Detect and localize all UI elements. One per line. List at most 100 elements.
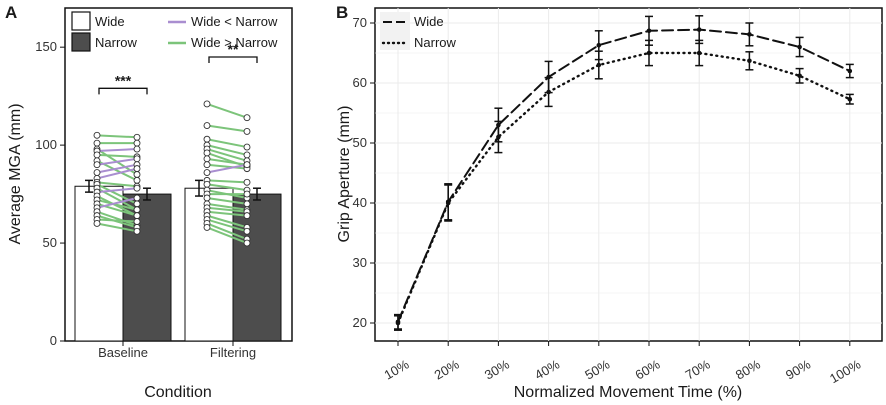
participant-point-narrow	[133, 155, 141, 163]
participant-line	[96, 148, 138, 152]
y-tick-label: 50	[353, 135, 367, 150]
participant-line	[206, 138, 248, 149]
participant-point-narrow	[133, 184, 141, 192]
data-point-narrow	[646, 50, 652, 56]
participant-point-narrow	[133, 218, 141, 225]
participant-line	[96, 197, 138, 209]
legend-wide-greater-narrow-label: Wide > Narrow	[191, 35, 278, 50]
participant-point-narrow	[243, 127, 251, 135]
bar-narrow	[122, 193, 172, 342]
participant-line	[96, 210, 138, 227]
legend-wide-swatch	[71, 11, 91, 31]
x-tick-label: 60%	[632, 356, 662, 382]
data-point-wide	[797, 44, 802, 50]
significance-label: ***	[115, 72, 132, 88]
participant-point-narrow	[133, 171, 141, 178]
participant-point-wide	[93, 161, 101, 169]
participant-point-wide	[203, 100, 211, 108]
participant-line	[206, 197, 248, 205]
participant-point-wide	[93, 220, 101, 227]
panel-a-y-axis-title: Average MGA (mm)	[7, 103, 24, 244]
y-tick-label: 0	[50, 333, 57, 348]
y-tick-label: 40	[353, 195, 367, 210]
data-point-narrow	[847, 96, 853, 102]
participant-line	[206, 218, 248, 233]
legend-wide-less-narrow-label: Wide < Narrow	[191, 14, 278, 29]
participant-line	[206, 183, 248, 192]
series-line-wide	[397, 28, 851, 323]
participant-point-narrow	[133, 212, 141, 220]
participant-line	[206, 214, 248, 229]
participant-point-narrow	[243, 200, 251, 208]
panel-a-x-axis-title: Condition	[144, 384, 212, 401]
participant-point-wide	[203, 169, 211, 176]
significance-bracket	[208, 56, 258, 63]
participant-line	[96, 134, 138, 139]
data-point-wide	[847, 68, 853, 74]
panel-b-y-axis-title: Grip Aperture (mm)	[336, 106, 353, 243]
panel-b-plot: 20 30 40 50 60 70 10% 20% 30% 40% 50% 60% 70% 80% 90% 1…	[353, 8, 882, 386]
panel-b-label: B	[336, 3, 348, 22]
data-point-narrow	[747, 58, 752, 64]
participant-point-wide	[203, 161, 211, 169]
participant-line	[206, 148, 248, 162]
data-point-narrow	[696, 50, 702, 56]
y-tick-label: 150	[35, 39, 57, 54]
participant-line	[206, 163, 248, 174]
participant-point-narrow	[243, 227, 251, 235]
y-tick-label: 30	[353, 255, 367, 270]
legend-key-background	[380, 12, 410, 50]
x-tick-label: 40%	[532, 356, 562, 382]
participant-point-wide	[203, 155, 211, 163]
participant-point-narrow	[243, 114, 251, 122]
participant-line	[96, 167, 138, 180]
participant-line	[206, 226, 248, 244]
x-tick-label: 70%	[683, 356, 713, 382]
panel-a-plot: 0 50 100 150 *** Baseline ** Filtering	[35, 39, 282, 360]
participant-point-narrow	[133, 145, 141, 153]
participant-point-wide	[203, 223, 211, 231]
participant-point-narrow	[243, 212, 251, 220]
significance-bracket	[98, 87, 148, 95]
x-tick-label: 100%	[827, 356, 864, 386]
panel-a-legend: Wide Narrow Wide < Narrow Wide > Narrow	[71, 11, 278, 52]
series-line-narrow	[396, 51, 851, 325]
significance-label: **	[228, 41, 239, 57]
participant-point-narrow	[243, 190, 251, 198]
participant-point-wide	[93, 151, 101, 159]
x-tick-label: Filtering	[210, 345, 256, 360]
participant-line	[206, 103, 248, 119]
participant-point-narrow	[133, 165, 141, 173]
participant-line	[206, 179, 248, 184]
data-point-wide	[696, 27, 702, 32]
participant-point-wide	[93, 169, 101, 176]
participant-line	[96, 187, 138, 194]
participant-line	[96, 153, 138, 158]
legend-wide-label: Wide	[95, 14, 125, 29]
participant-line	[206, 124, 248, 133]
y-tick-label: 20	[353, 315, 367, 330]
participant-point-narrow	[243, 178, 251, 186]
x-tick-label: 30%	[482, 356, 512, 382]
legend-narrow-swatch	[71, 32, 91, 52]
panel-b-frame	[374, 7, 883, 342]
data-point-narrow	[596, 62, 602, 68]
participant-point-narrow	[133, 176, 141, 184]
participant-point-narrow	[133, 133, 141, 141]
x-tick-label: 10%	[381, 356, 411, 382]
participant-line	[96, 163, 138, 174]
participant-line	[206, 222, 248, 241]
participant-point-narrow	[243, 151, 251, 159]
x-tick-label: 90%	[783, 356, 813, 382]
participant-point-narrow	[243, 239, 251, 247]
legend-b-narrow-label: Narrow	[414, 35, 457, 50]
participant-line	[206, 144, 248, 156]
legend-b-wide-label: Wide	[414, 14, 444, 29]
x-tick-label: Baseline	[98, 345, 148, 360]
participant-line	[96, 157, 138, 166]
data-point-narrow	[496, 134, 501, 140]
data-point-narrow	[797, 73, 802, 79]
y-tick-label: 100	[35, 137, 57, 152]
panel-b-legend: Wide Narrow	[380, 12, 457, 50]
